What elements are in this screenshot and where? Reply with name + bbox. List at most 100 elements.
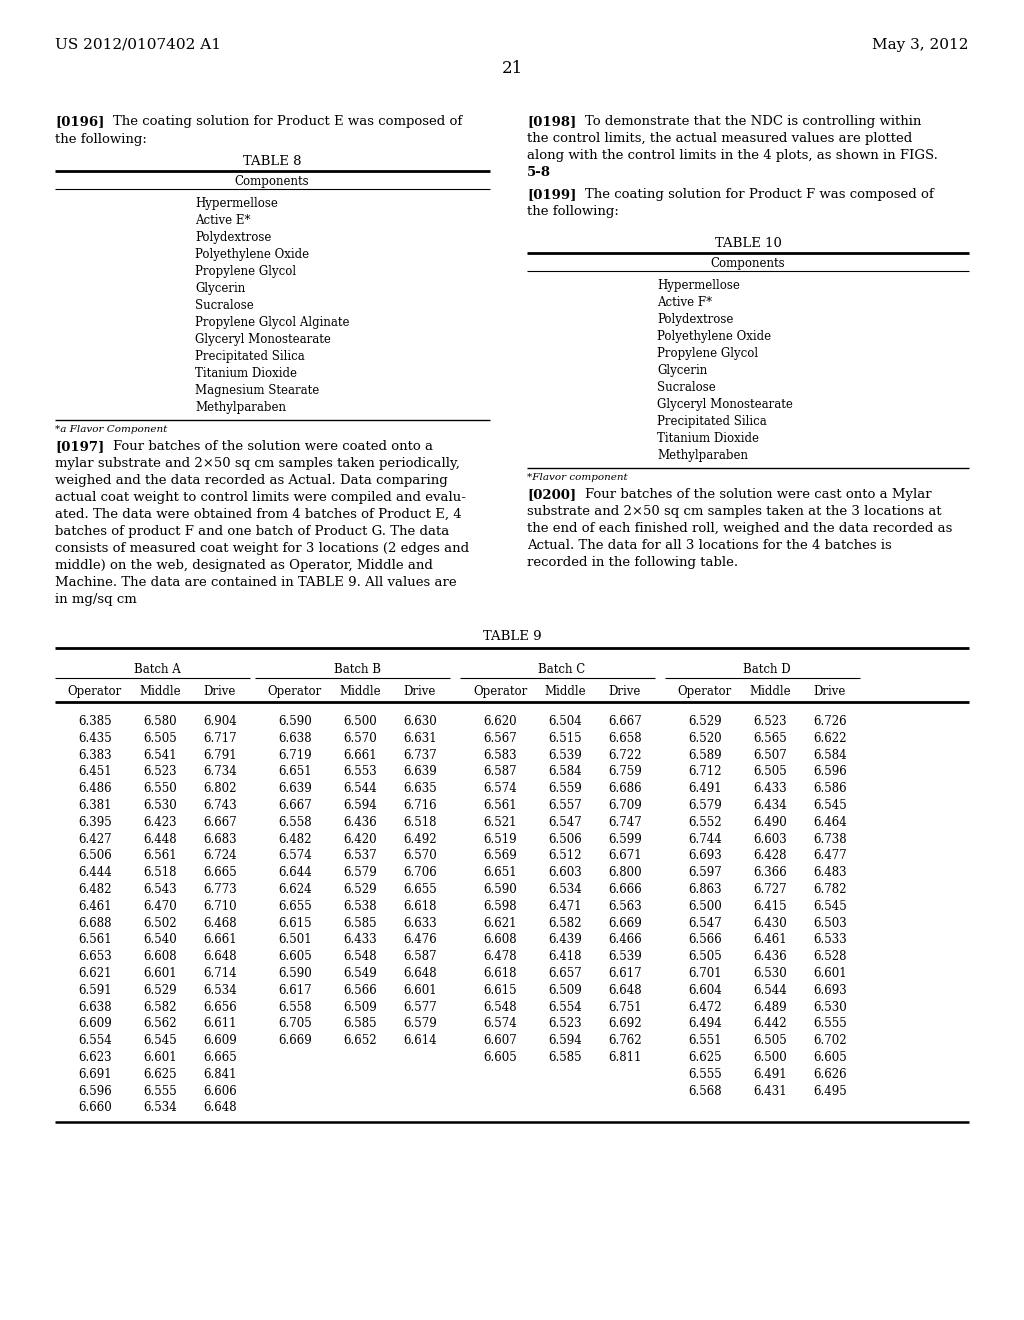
Text: 6.585: 6.585 (548, 1051, 582, 1064)
Text: 6.423: 6.423 (143, 816, 177, 829)
Text: 6.418: 6.418 (548, 950, 582, 964)
Text: 6.716: 6.716 (403, 799, 437, 812)
Text: 6.653: 6.653 (78, 950, 112, 964)
Text: 21: 21 (502, 59, 522, 77)
Text: 6.477: 6.477 (813, 849, 847, 862)
Text: 6.519: 6.519 (483, 833, 517, 846)
Text: [0199]: [0199] (527, 187, 577, 201)
Text: 6.545: 6.545 (813, 900, 847, 913)
Text: 6.464: 6.464 (813, 816, 847, 829)
Text: 6.714: 6.714 (203, 968, 237, 979)
Text: ated. The data were obtained from 4 batches of Product E, 4: ated. The data were obtained from 4 batc… (55, 508, 462, 521)
Text: 6.615: 6.615 (279, 916, 312, 929)
Text: 6.505: 6.505 (688, 950, 722, 964)
Text: 6.744: 6.744 (688, 833, 722, 846)
Text: 6.545: 6.545 (813, 799, 847, 812)
Text: 6.693: 6.693 (688, 849, 722, 862)
Text: Four batches of the solution were coated onto a: Four batches of the solution were coated… (113, 440, 433, 453)
Text: 6.587: 6.587 (403, 950, 437, 964)
Text: 6.665: 6.665 (203, 866, 237, 879)
Text: 6.660: 6.660 (78, 1101, 112, 1114)
Text: 6.656: 6.656 (203, 1001, 237, 1014)
Text: 6.624: 6.624 (279, 883, 312, 896)
Text: Machine. The data are contained in TABLE 9. All values are: Machine. The data are contained in TABLE… (55, 576, 457, 589)
Text: 6.482: 6.482 (279, 833, 311, 846)
Text: Drive: Drive (204, 685, 237, 698)
Text: the following:: the following: (527, 205, 618, 218)
Text: 6.603: 6.603 (548, 866, 582, 879)
Text: 6.570: 6.570 (403, 849, 437, 862)
Text: 6.625: 6.625 (688, 1051, 722, 1064)
Text: 6.430: 6.430 (753, 916, 786, 929)
Text: 6.506: 6.506 (548, 833, 582, 846)
Text: Polyethylene Oxide: Polyethylene Oxide (657, 330, 771, 343)
Text: weighed and the data recorded as Actual. Data comparing: weighed and the data recorded as Actual.… (55, 474, 447, 487)
Text: *Flavor component: *Flavor component (527, 473, 628, 482)
Text: 6.436: 6.436 (343, 816, 377, 829)
Text: 6.478: 6.478 (483, 950, 517, 964)
Text: Middle: Middle (544, 685, 586, 698)
Text: 6.601: 6.601 (403, 983, 437, 997)
Text: 6.385: 6.385 (78, 715, 112, 729)
Text: 6.589: 6.589 (688, 748, 722, 762)
Text: 6.381: 6.381 (78, 799, 112, 812)
Text: 6.582: 6.582 (143, 1001, 177, 1014)
Text: 6.415: 6.415 (754, 900, 786, 913)
Text: 6.554: 6.554 (548, 1001, 582, 1014)
Text: 6.549: 6.549 (343, 968, 377, 979)
Text: 6.528: 6.528 (813, 950, 847, 964)
Text: Hypermellose: Hypermellose (195, 197, 278, 210)
Text: 6.366: 6.366 (753, 866, 786, 879)
Text: 6.644: 6.644 (279, 866, 312, 879)
Text: 6.482: 6.482 (78, 883, 112, 896)
Text: middle) on the web, designated as Operator, Middle and: middle) on the web, designated as Operat… (55, 558, 433, 572)
Text: 6.547: 6.547 (548, 816, 582, 829)
Text: 6.558: 6.558 (279, 1001, 312, 1014)
Text: 6.652: 6.652 (343, 1034, 377, 1047)
Text: 6.618: 6.618 (483, 968, 517, 979)
Text: 6.782: 6.782 (813, 883, 847, 896)
Text: 6.709: 6.709 (608, 799, 642, 812)
Text: Components: Components (711, 257, 785, 271)
Text: 6.904: 6.904 (203, 715, 237, 729)
Text: 6.622: 6.622 (813, 731, 847, 744)
Text: 6.566: 6.566 (343, 983, 377, 997)
Text: 6.543: 6.543 (143, 883, 177, 896)
Text: Active E*: Active E* (195, 214, 251, 227)
Text: 6.639: 6.639 (403, 766, 437, 779)
Text: 6.611: 6.611 (203, 1018, 237, 1031)
Text: 6.518: 6.518 (143, 866, 177, 879)
Text: 6.841: 6.841 (203, 1068, 237, 1081)
Text: 6.615: 6.615 (483, 983, 517, 997)
Text: Methylparaben: Methylparaben (657, 449, 748, 462)
Text: 6.523: 6.523 (548, 1018, 582, 1031)
Text: 6.584: 6.584 (813, 748, 847, 762)
Text: To demonstrate that the NDC is controlling within: To demonstrate that the NDC is controlli… (585, 115, 922, 128)
Text: 6.651: 6.651 (279, 766, 312, 779)
Text: 6.529: 6.529 (143, 983, 177, 997)
Text: 6.552: 6.552 (688, 816, 722, 829)
Text: Glyceryl Monostearate: Glyceryl Monostearate (195, 333, 331, 346)
Text: Glycerin: Glycerin (195, 282, 246, 294)
Text: 6.762: 6.762 (608, 1034, 642, 1047)
Text: 6.584: 6.584 (548, 766, 582, 779)
Text: Propylene Glycol Alginate: Propylene Glycol Alginate (195, 315, 349, 329)
Text: 6.630: 6.630 (403, 715, 437, 729)
Text: 6.605: 6.605 (483, 1051, 517, 1064)
Text: consists of measured coat weight for 3 locations (2 edges and: consists of measured coat weight for 3 l… (55, 543, 469, 554)
Text: 6.486: 6.486 (78, 783, 112, 795)
Text: 6.490: 6.490 (753, 816, 786, 829)
Text: 6.586: 6.586 (813, 783, 847, 795)
Text: 6.583: 6.583 (483, 748, 517, 762)
Text: 6.503: 6.503 (813, 916, 847, 929)
Text: Active F*: Active F* (657, 296, 712, 309)
Text: Polyethylene Oxide: Polyethylene Oxide (195, 248, 309, 261)
Text: 6.585: 6.585 (343, 916, 377, 929)
Text: Precipitated Silica: Precipitated Silica (195, 350, 305, 363)
Text: 6.539: 6.539 (608, 950, 642, 964)
Text: 6.495: 6.495 (813, 1085, 847, 1098)
Text: 6.655: 6.655 (279, 900, 312, 913)
Text: 6.577: 6.577 (403, 1001, 437, 1014)
Text: 6.737: 6.737 (403, 748, 437, 762)
Text: 6.743: 6.743 (203, 799, 237, 812)
